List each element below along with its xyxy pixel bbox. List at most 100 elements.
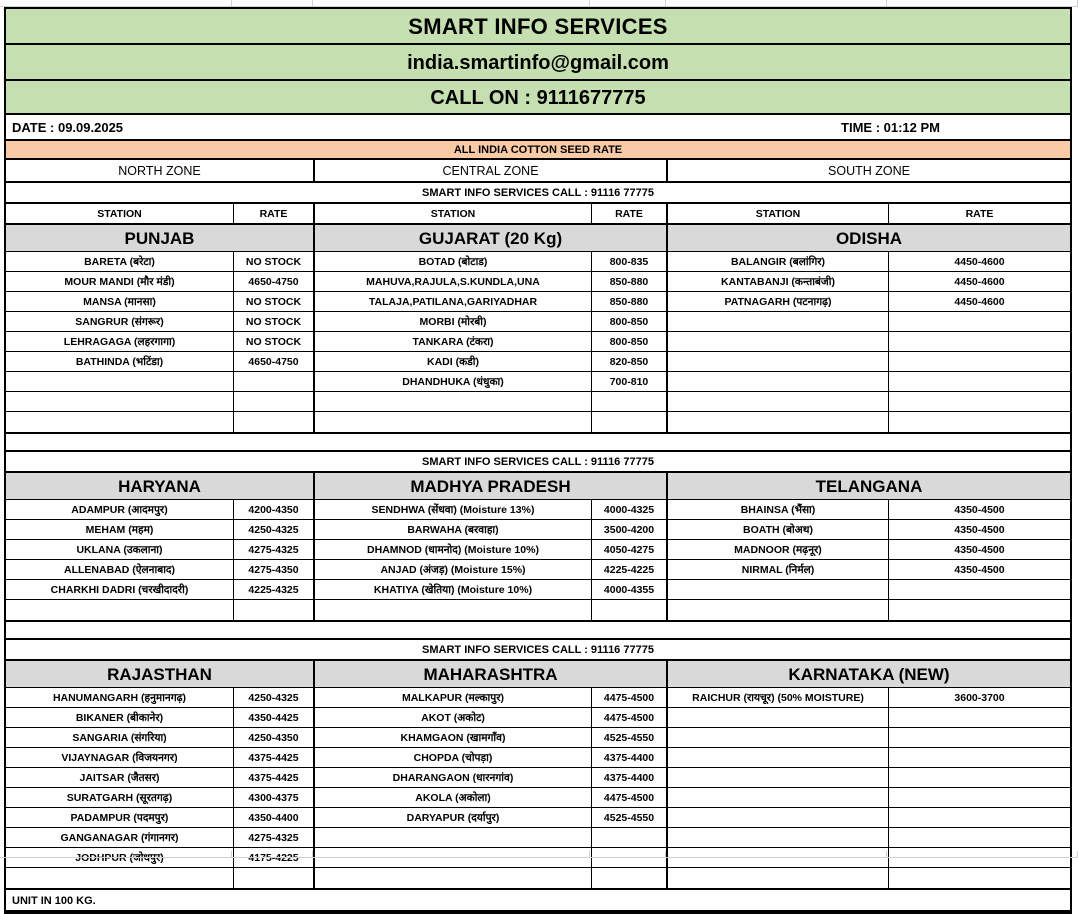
cell-station-north [6, 372, 234, 392]
table-row: BARETA (बरेटा) NO STOCK BOTAD (बोटाड) 800-8… [6, 252, 1070, 272]
cell-station-south [668, 748, 889, 768]
block-2: HARYANA MADHYA PRADESH TELANGANA ADAMPUR (आ… [6, 473, 1070, 622]
cell-rate-north: 4225-4325 [234, 580, 315, 600]
cell-station-central: KADI (कडी) [315, 352, 592, 372]
table-row: ALLENABAD (ऐलनाबाद) 4275-4350 ANJAD (अंजड़… [6, 560, 1070, 580]
cell-rate-central: 4475-4500 [592, 708, 668, 728]
header-central-rate: RATE [592, 204, 668, 223]
cell-station-south: PATNAGARH (पटनागढ़) [668, 292, 889, 312]
cell-rate-north [234, 372, 315, 392]
cell-rate-south [889, 828, 1070, 848]
table-row: MANSA (मानसा) NO STOCK TALAJA,PATILANA,GAR… [6, 292, 1070, 312]
cell-rate-north: 4250-4325 [234, 520, 315, 540]
cell-rate-north: 4250-4325 [234, 688, 315, 708]
cell-rate-south [889, 868, 1070, 888]
cell-station-south: BALANGIR (बलांगिर) [668, 252, 889, 272]
table-row: CHARKHI DADRI (चरखीदादरी) 4225-4325 KHATIY… [6, 580, 1070, 600]
cell-station-central [315, 828, 592, 848]
cell-rate-north: NO STOCK [234, 312, 315, 332]
state-title-north: RAJASTHAN [6, 661, 315, 687]
cell-station-central: MAHUVA,RAJULA,S.KUNDLA,UNA [315, 272, 592, 292]
cell-rate-south [889, 392, 1070, 412]
cell-station-south: BHAINSA (भैंसा) [668, 500, 889, 520]
header-north-rate: RATE [234, 204, 315, 223]
table-row [6, 868, 1070, 888]
cell-station-north: GANGANAGAR (गंगानगर) [6, 828, 234, 848]
cell-rate-north [234, 392, 315, 412]
cell-rate-north: 4650-4750 [234, 352, 315, 372]
cell-rate-central [592, 412, 668, 432]
cell-station-north [6, 600, 234, 620]
cell-station-central: DARYAPUR (दर्यापुर) [315, 808, 592, 828]
cell-rate-north: 4250-4350 [234, 728, 315, 748]
cell-rate-north: 4350-4400 [234, 808, 315, 828]
cell-station-south [668, 828, 889, 848]
table-row: LEHRAGAGA (लहरगागा) NO STOCK TANKARA (टंकर… [6, 332, 1070, 352]
table-row: DHANDHUKA (धंधुका) 700-810 [6, 372, 1070, 392]
cell-rate-north: NO STOCK [234, 252, 315, 272]
cell-rate-south: 4450-4600 [889, 252, 1070, 272]
cell-rate-south [889, 600, 1070, 620]
table-row: GANGANAGAR (गंगानगर) 4275-4325 [6, 828, 1070, 848]
block-gap-row [6, 434, 1070, 452]
table-row: MOUR MANDI (मौर मंडी) 4650-4750 MAHUVA,RAJ… [6, 272, 1070, 292]
callbar-3: SMART INFO SERVICES CALL : 91116 77775 [6, 640, 1070, 661]
cell-rate-north: NO STOCK [234, 292, 315, 312]
table-row: HANUMANGARH (हनुमानगढ़) 4250-4325 MALKAPUR… [6, 688, 1070, 708]
cell-rate-south [889, 332, 1070, 352]
cell-rate-south [889, 808, 1070, 828]
cell-station-central: DHARANGAON (धारनगांव) [315, 768, 592, 788]
cell-station-south: KANTABANJI (कन्ताबंजी) [668, 272, 889, 292]
company-title: SMART INFO SERVICES [6, 9, 1070, 45]
cell-rate-south: 4350-4500 [889, 560, 1070, 580]
cell-station-north: SANGARIA (संगरिया) [6, 728, 234, 748]
cell-station-central: MALKAPUR (मल्कापुर) [315, 688, 592, 708]
cell-rate-north: 4200-4350 [234, 500, 315, 520]
block-gap-row [6, 622, 1070, 640]
cell-rate-central [592, 392, 668, 412]
cell-station-south: NIRMAL (निर्मल) [668, 560, 889, 580]
cell-rate-north: 4650-4750 [234, 272, 315, 292]
cell-station-south [668, 600, 889, 620]
table-row: BATHINDA (भटिंडा) 4650-4750 KADI (कडी) 820-… [6, 352, 1070, 372]
spreadsheet-grid-bottom [0, 851, 1078, 858]
cell-station-south [668, 392, 889, 412]
cell-station-north: MOUR MANDI (मौर मंडी) [6, 272, 234, 292]
cell-rate-north [234, 868, 315, 888]
rate-sheet: SMART INFO SERVICES india.smartinfo@gmai… [4, 7, 1072, 914]
cell-station-north: SURATGARH (सूरतगढ़) [6, 788, 234, 808]
cell-station-north: MEHAM (महम) [6, 520, 234, 540]
header-central-station: STATION [315, 204, 592, 223]
cell-rate-central: 4375-4400 [592, 748, 668, 768]
table-row: MEHAM (महम) 4250-4325 BARWAHA (बरवाहा) 3500… [6, 520, 1070, 540]
header-south-rate: RATE [965, 208, 994, 220]
cell-rate-central: 4000-4325 [592, 500, 668, 520]
cell-station-central: TANKARA (टंकरा) [315, 332, 592, 352]
cell-station-central: KHATIYA (खेतिया) (Moisture 10%) [315, 580, 592, 600]
cell-station-south [668, 808, 889, 828]
cell-station-south [668, 728, 889, 748]
cell-station-north: BARETA (बरेटा) [6, 252, 234, 272]
cell-station-central: ANJAD (अंजड़) (Moisture 15%) [315, 560, 592, 580]
cell-rate-south: 4350-4500 [889, 540, 1070, 560]
cell-station-central: AKOT (अकोट) [315, 708, 592, 728]
cell-station-central: BOTAD (बोटाड) [315, 252, 592, 272]
cell-rate-south [889, 748, 1070, 768]
state-title-row: HARYANA MADHYA PRADESH TELANGANA [6, 473, 1070, 500]
cell-station-north: PADAMPUR (पदमपुर) [6, 808, 234, 828]
cell-station-south [668, 768, 889, 788]
cell-station-central: SENDHWA (सेंधवा) (Moisture 13%) [315, 500, 592, 520]
cell-station-central: BARWAHA (बरवाहा) [315, 520, 592, 540]
column-header-row: STATION RATE STATION RATE STATION RATE [6, 204, 1070, 225]
cell-rate-central: 800-850 [592, 332, 668, 352]
state-title-south: TELANGANA [668, 473, 1070, 499]
cell-station-north: LEHRAGAGA (लहरगागा) [6, 332, 234, 352]
cell-station-central [315, 868, 592, 888]
cell-station-central: MORBI (मोरबी) [315, 312, 592, 332]
company-email: india.smartinfo@gmail.com [6, 45, 1070, 81]
cell-rate-central: 850-880 [592, 272, 668, 292]
report-banner: ALL INDIA COTTON SEED RATE [6, 141, 1070, 160]
cell-station-south [668, 868, 889, 888]
state-title-north: PUNJAB [6, 225, 315, 251]
cell-station-north: ADAMPUR (आदमपुर) [6, 500, 234, 520]
